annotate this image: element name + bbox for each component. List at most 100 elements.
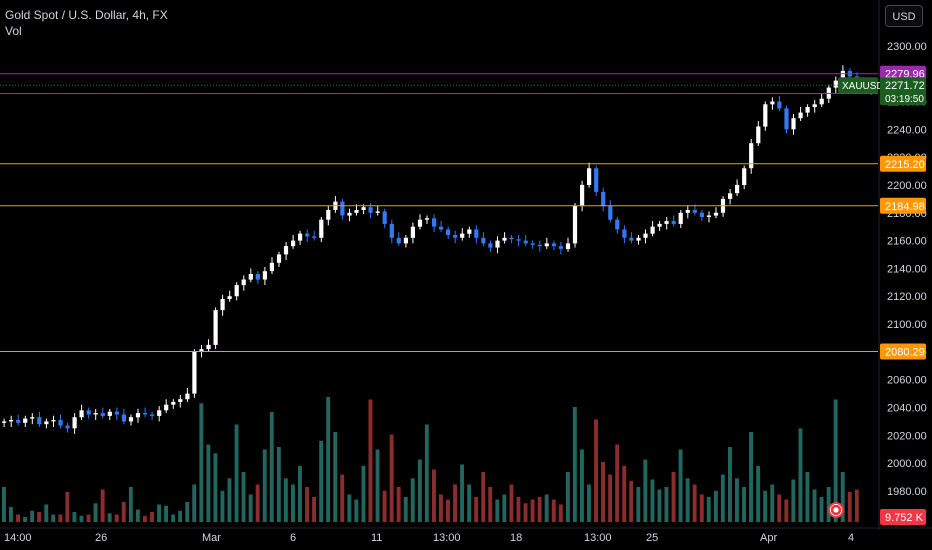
volume-bar (453, 484, 457, 522)
candle-body (417, 219, 423, 227)
volume-bar (37, 512, 42, 522)
candle-body (488, 243, 493, 248)
volume-bar (749, 432, 753, 522)
candle-body (502, 237, 507, 241)
volume-bar (516, 497, 521, 522)
price-tick-label: 1980.00 (887, 486, 927, 498)
price-tick-label: 2140.00 (887, 263, 927, 275)
candle-body (530, 243, 535, 245)
candle-body (234, 285, 239, 297)
candle-body (298, 233, 303, 241)
time-tick-label: Mar (202, 532, 221, 544)
volume-bar (276, 447, 281, 522)
volume-bar (728, 447, 732, 522)
volume-bar (805, 472, 810, 522)
volume-bar (79, 515, 84, 523)
volume-bar (608, 474, 613, 522)
volume-bar (403, 497, 408, 522)
candle-body (615, 219, 620, 230)
volume-bar (150, 512, 154, 522)
price-tick-label: 2300.00 (887, 41, 927, 53)
candle-body (594, 168, 599, 192)
candle-body (9, 420, 14, 422)
candle-body (671, 221, 676, 224)
volume-indicator-label[interactable]: Vol (5, 24, 22, 38)
candle-body (622, 229, 627, 238)
candle-body (347, 212, 352, 216)
volume-bar (241, 472, 246, 522)
volume-bar (86, 514, 91, 522)
volume-bar (847, 492, 852, 522)
candle-body (572, 205, 578, 244)
candle-body (178, 399, 183, 402)
horizontal-levels[interactable] (0, 73, 878, 352)
candle-body (114, 411, 119, 415)
volume-bar (283, 478, 288, 523)
candle-body (791, 118, 796, 130)
volume-bar (495, 499, 500, 522)
volume-bar (699, 494, 704, 522)
volume-bar (833, 399, 838, 522)
level-badge-text: 2080.29 (885, 347, 925, 359)
price-tick-label: 2120.00 (887, 291, 927, 303)
candle-body (565, 243, 571, 249)
candle-body (199, 349, 204, 352)
level-badge-text: 2184.98 (885, 201, 925, 213)
volume-bar (100, 489, 105, 522)
volume-bar (854, 489, 859, 522)
candle-body (728, 193, 733, 199)
candle-body (340, 201, 345, 216)
candle-body (305, 233, 310, 237)
level-badge (880, 197, 926, 214)
volume-bar (657, 489, 662, 522)
volume-bar (192, 484, 197, 522)
volume-bar (30, 510, 35, 523)
volume-bar (439, 494, 443, 522)
volume-bars (2, 397, 859, 523)
candle-body (93, 413, 98, 415)
volume-bar (23, 517, 27, 522)
price-tick-label: 2160.00 (887, 236, 927, 248)
candle-body (51, 420, 56, 422)
volume-bar (558, 504, 563, 522)
volume-bar (410, 478, 415, 523)
volume-bar (840, 472, 845, 522)
volume-bar (16, 514, 20, 522)
volume-bar (234, 424, 239, 522)
volume-bar (305, 487, 309, 522)
volume-bar (178, 510, 183, 523)
volume-bar (185, 502, 190, 522)
candle-body (523, 240, 528, 244)
volume-bar (333, 432, 338, 522)
volume-bar (107, 513, 112, 523)
candle-body (608, 205, 613, 220)
volume-bar (375, 449, 380, 522)
volume-bar (220, 490, 225, 523)
volume-bar (396, 487, 401, 522)
candle-body (784, 108, 789, 130)
volume-bar (298, 465, 302, 523)
candle-body (220, 299, 225, 311)
candle-body (30, 417, 35, 419)
candle-body (798, 112, 803, 119)
candle-body (840, 70, 845, 81)
time-axis[interactable]: 14:00 26 Mar 6 11 13:00 18 13:00 25 Apr 4 (0, 527, 932, 544)
volume-bar (770, 484, 775, 522)
candle-body (537, 244, 542, 247)
volume-bar (361, 465, 366, 523)
volume-bar (791, 479, 796, 522)
time-tick-label: 18 (510, 532, 522, 544)
candle-body (650, 226, 655, 234)
candle-body (777, 101, 782, 109)
candlesticks (2, 65, 874, 434)
candle-body (446, 229, 451, 236)
currency-button[interactable]: USD (885, 5, 923, 27)
candle-body (424, 218, 430, 220)
volume-bar (812, 489, 817, 522)
volume-bar (255, 484, 260, 522)
volume-bar (51, 514, 56, 522)
volume-bar (565, 472, 570, 522)
candle-body (713, 212, 719, 216)
candle-body (100, 413, 105, 416)
